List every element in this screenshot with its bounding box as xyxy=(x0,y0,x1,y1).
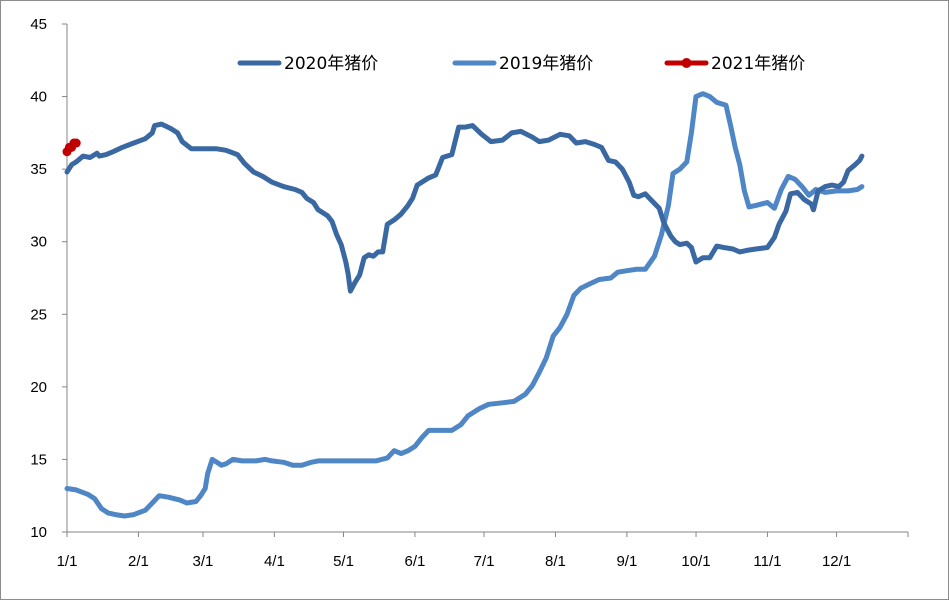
legend-label-2: 2021年猪价 xyxy=(711,54,805,74)
y-tick-label: 45 xyxy=(30,16,47,33)
legend-label-1: 2019年猪价 xyxy=(499,54,593,74)
y-tick-label: 15 xyxy=(30,451,47,468)
y-tick-label: 35 xyxy=(30,161,47,178)
series-line-1 xyxy=(64,91,865,519)
x-tick-label: 9/1 xyxy=(616,553,637,570)
series-2021-point xyxy=(71,138,81,148)
axes xyxy=(62,23,909,537)
x-tick-label: 3/1 xyxy=(193,553,214,570)
y-tick-labels: 10 15 20 25 30 35 40 45 xyxy=(30,16,47,541)
x-tick-label: 4/1 xyxy=(264,553,285,570)
y-tick-label: 20 xyxy=(30,379,47,396)
x-tick-label: 10/1 xyxy=(681,553,710,570)
x-tick-label: 6/1 xyxy=(404,553,425,570)
legend-label-0: 2020年猪价 xyxy=(284,54,378,74)
x-tick-labels: 1/1 2/1 3/1 4/1 5/1 6/1 7/1 8/1 9/1 10/1 11/1 12/1 xyxy=(57,553,852,570)
y-tick-label: 25 xyxy=(30,306,47,323)
x-tick-label: 1/1 xyxy=(57,553,78,570)
x-tick-label: 8/1 xyxy=(545,553,566,570)
x-tick-label: 12/1 xyxy=(822,553,851,570)
y-tick-label: 10 xyxy=(30,524,47,541)
x-tick-label: 2/1 xyxy=(128,553,149,570)
legend: 2020年猪价 2019年猪价 2021年猪价 xyxy=(237,54,805,74)
series-line-0 xyxy=(64,121,865,294)
y-tick-label: 40 xyxy=(30,89,47,106)
x-tick-label: 11/1 xyxy=(753,553,781,570)
series-lines xyxy=(62,91,865,519)
x-tick-label: 7/1 xyxy=(474,553,495,570)
y-tick-label: 30 xyxy=(30,234,47,251)
x-tick-label: 5/1 xyxy=(333,553,354,570)
legend-marker xyxy=(681,58,692,68)
